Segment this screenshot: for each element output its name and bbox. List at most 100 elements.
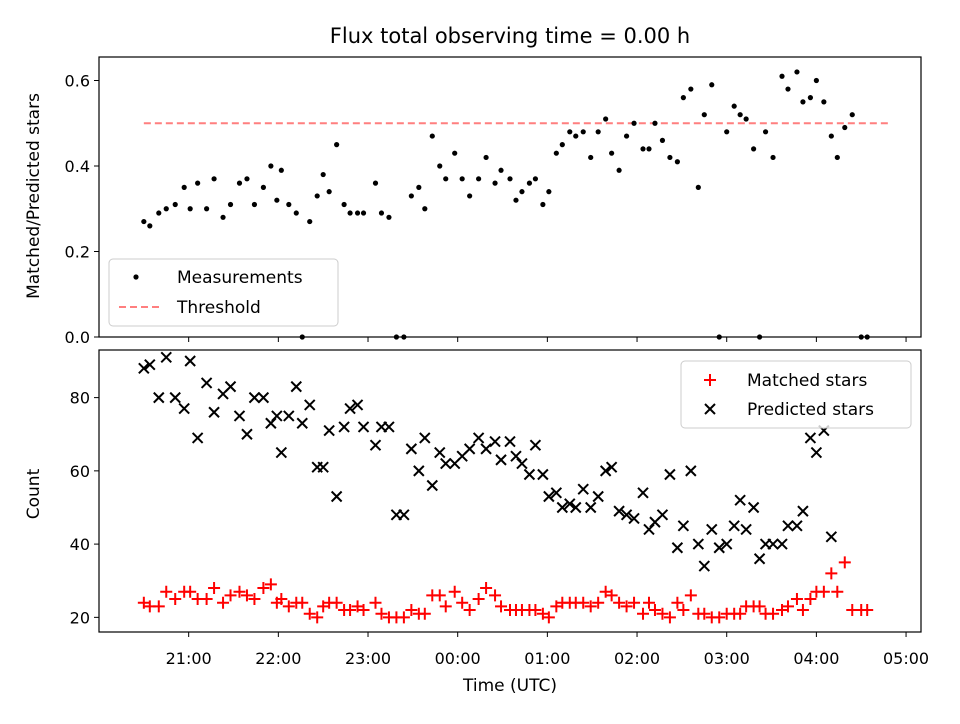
predicted-stars-point xyxy=(351,399,364,411)
matched-stars-point xyxy=(663,611,676,624)
matched-stars-point xyxy=(357,604,370,617)
measurement-point xyxy=(603,116,609,122)
matched-stars-point xyxy=(303,607,316,620)
measurement-point xyxy=(260,184,266,190)
predicted-stars-point xyxy=(692,538,705,550)
measurement-point xyxy=(498,167,504,173)
x-tick-label: 03:00 xyxy=(704,649,750,668)
x-tick-label: 21:00 xyxy=(166,649,212,668)
predicted-stars-point xyxy=(605,461,618,473)
predicted-stars-point xyxy=(753,553,766,565)
measurement-point xyxy=(794,69,800,75)
top-y-tick-label: 0.2 xyxy=(65,243,90,262)
bottom-legend: Matched stars Predicted stars xyxy=(680,360,912,429)
measurement-point xyxy=(360,210,367,216)
predicted-stars-point xyxy=(698,560,710,572)
matched-stars-point xyxy=(418,607,431,620)
measurement-point xyxy=(372,180,379,186)
matched-stars-point xyxy=(656,607,669,620)
measurement-point xyxy=(244,176,250,182)
measurement-point xyxy=(573,133,579,139)
measurement-point xyxy=(652,120,658,126)
measurement-point xyxy=(204,206,210,212)
predicted-stars-point xyxy=(283,410,295,422)
matched-stars-point xyxy=(344,604,357,617)
matched-stars-point xyxy=(804,593,817,606)
measurement-point xyxy=(701,112,707,118)
matched-stars-point xyxy=(439,600,452,613)
matched-stars-point xyxy=(861,604,874,617)
predicted-stars-point xyxy=(740,523,752,536)
predicted-stars-point xyxy=(419,432,431,444)
predicted-stars-point xyxy=(304,399,316,411)
chart-title: Flux total observing time = 0.00 h xyxy=(330,24,690,48)
predicted-stars-point xyxy=(153,391,165,404)
measurement-point xyxy=(842,124,848,131)
measurement-point xyxy=(408,193,414,199)
matched-stars-point xyxy=(184,585,197,598)
measurement-point xyxy=(220,214,226,220)
measurement-point xyxy=(459,176,465,182)
x-tick-label: 04:00 xyxy=(793,649,839,668)
measurement-point xyxy=(828,133,834,139)
measurement-point xyxy=(762,129,769,135)
matched-stars-point xyxy=(233,585,246,598)
measurement-point xyxy=(172,201,178,208)
predicted-stars-point xyxy=(357,421,370,433)
measurement-point xyxy=(378,210,385,216)
measurement-point xyxy=(429,133,435,139)
measurement-point xyxy=(326,189,332,195)
top-y-tick-label: 0.0 xyxy=(65,328,90,347)
predicted-stars-point xyxy=(330,490,343,503)
matched-stars-point xyxy=(637,607,650,620)
matched-stars-point xyxy=(296,596,309,609)
predicted-stars-point xyxy=(721,538,733,550)
matched-stars-point xyxy=(257,582,270,595)
matched-stars-point xyxy=(698,607,711,620)
measurement-point xyxy=(595,129,601,135)
measurement-point xyxy=(141,218,147,225)
matched-stars-point xyxy=(330,596,343,609)
matched-stars-point xyxy=(592,596,605,609)
legend-x-icon xyxy=(704,403,716,415)
predicted-stars-point xyxy=(550,487,563,499)
predicted-stars-point xyxy=(472,432,485,444)
measurement-point xyxy=(532,176,539,182)
measurement-point xyxy=(800,99,806,105)
bottom-legend-box xyxy=(680,360,912,429)
matched-stars-point xyxy=(152,600,165,613)
matched-stars-point xyxy=(375,607,388,620)
predicted-stars-point xyxy=(776,538,788,550)
predicted-stars-point xyxy=(592,490,604,503)
measurement-point xyxy=(659,137,666,143)
predicted-stars-point xyxy=(257,391,270,404)
predicted-stars-point xyxy=(791,520,803,532)
bottom-panel-frame xyxy=(98,349,922,633)
predicted-stars-point xyxy=(275,446,288,459)
matched-stars-point xyxy=(208,582,221,595)
measurement-point xyxy=(616,167,622,173)
matched-stars-point xyxy=(677,604,690,617)
legend-matched-label: Matched stars xyxy=(747,371,867,391)
measurement-point xyxy=(674,159,680,165)
predicted-stars-point xyxy=(516,457,528,470)
measurement-point xyxy=(553,150,559,156)
measurement-point xyxy=(347,210,353,216)
x-tick-label: 01:00 xyxy=(524,649,570,668)
predicted-stars-point xyxy=(577,483,589,495)
measurement-point xyxy=(452,150,458,156)
top-y-tick-label: 0.4 xyxy=(65,157,90,176)
predicted-stars-point xyxy=(184,355,196,367)
matched-stars-point xyxy=(433,589,446,602)
predicted-stars-point xyxy=(296,417,308,429)
matched-stars-point xyxy=(767,607,780,620)
measurement-point xyxy=(163,206,169,212)
measurement-point xyxy=(422,206,428,212)
measurement-point xyxy=(181,184,187,190)
predicted-stars-point xyxy=(637,487,649,499)
measurement-point xyxy=(416,184,422,190)
measurement-point xyxy=(623,133,630,139)
matched-stars-point xyxy=(248,593,261,606)
measurement-point xyxy=(567,129,573,135)
